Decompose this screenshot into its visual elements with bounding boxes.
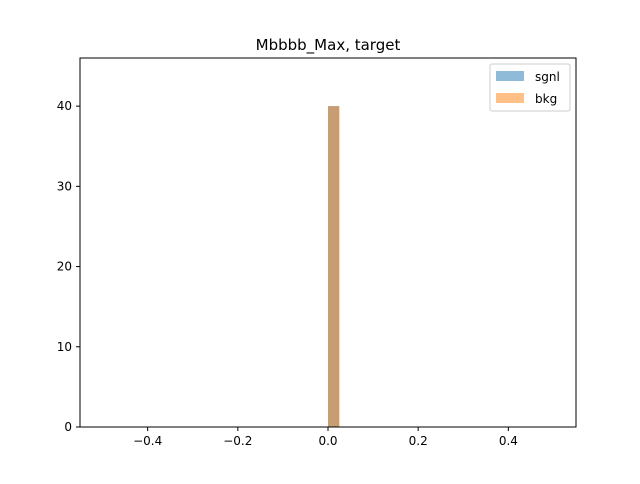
axes-layer: −0.4 −0.2 0.0 0.2 0.4 0 10 20 30 40 <box>57 57 577 448</box>
legend: sgnl bkg <box>489 63 571 112</box>
chart-title: Mbbbb_Max, target <box>256 36 401 55</box>
legend-swatch-bkg <box>496 93 524 103</box>
y-tick-label: 30 <box>57 179 72 193</box>
y-tick-label: 10 <box>57 340 72 354</box>
x-tick-label: 0.4 <box>499 434 518 448</box>
bar-bkg-0 <box>328 106 340 427</box>
legend-swatch-sgnl <box>496 71 524 81</box>
x-tick-label: −0.2 <box>223 434 252 448</box>
legend-label-sgnl: sgnl <box>535 70 560 84</box>
x-tick-label: −0.4 <box>133 434 162 448</box>
x-tick-label: 0.0 <box>318 434 337 448</box>
y-tick-label: 0 <box>64 420 72 434</box>
bars-layer <box>328 106 340 427</box>
y-tick-label: 40 <box>57 99 72 113</box>
legend-label-bkg: bkg <box>535 92 557 106</box>
y-tick-label: 20 <box>57 260 72 274</box>
x-tick-label: 0.2 <box>409 434 428 448</box>
